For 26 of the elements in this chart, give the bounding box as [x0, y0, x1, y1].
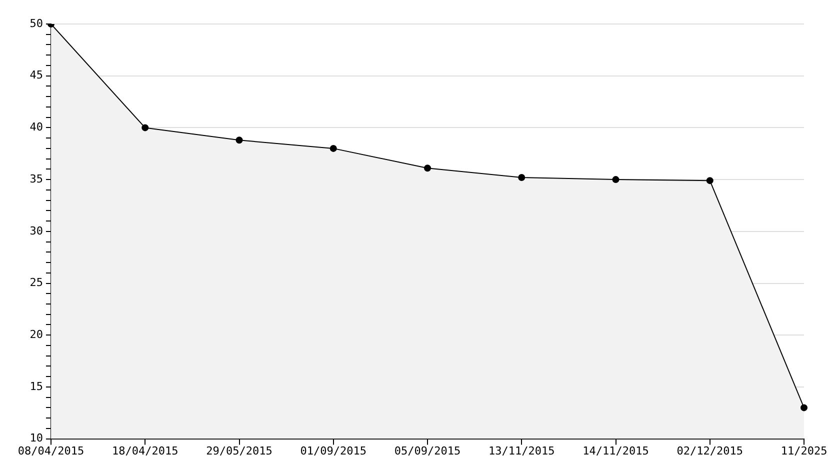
x-tick-label: 13/11/2015 — [488, 444, 555, 458]
y-tick-label: 35 — [30, 172, 43, 186]
x-tick-label: 14/11/2015 — [582, 444, 649, 458]
x-tick-label: 02/12/2015 — [676, 444, 743, 458]
point — [518, 174, 526, 181]
point — [800, 404, 808, 412]
x-tick-label: 08/04/2015 — [18, 444, 84, 458]
x-tick-label: 18/04/2015 — [112, 444, 178, 458]
point — [330, 144, 337, 152]
y-tick-label: 40 — [30, 120, 43, 134]
x-tick-label: 29/05/2015 — [206, 444, 272, 458]
x-tick-label: 11/2025 — [780, 444, 828, 458]
y-tick-label: 15 — [30, 380, 43, 393]
point — [236, 136, 243, 144]
point — [706, 177, 714, 184]
y-tick-label: 45 — [30, 68, 43, 82]
point — [142, 124, 149, 132]
y-tick-label: 10 — [30, 432, 43, 445]
x-tick-label: 05/09/2015 — [394, 444, 461, 458]
y-tick-label: 25 — [30, 276, 43, 290]
y-tick-label: 20 — [30, 328, 43, 341]
point — [424, 164, 431, 172]
y-tick-label: 50 — [30, 16, 43, 30]
point — [612, 176, 620, 184]
x-tick-label: 01/09/2015 — [300, 444, 366, 458]
y-tick-label: 30 — [30, 224, 43, 238]
